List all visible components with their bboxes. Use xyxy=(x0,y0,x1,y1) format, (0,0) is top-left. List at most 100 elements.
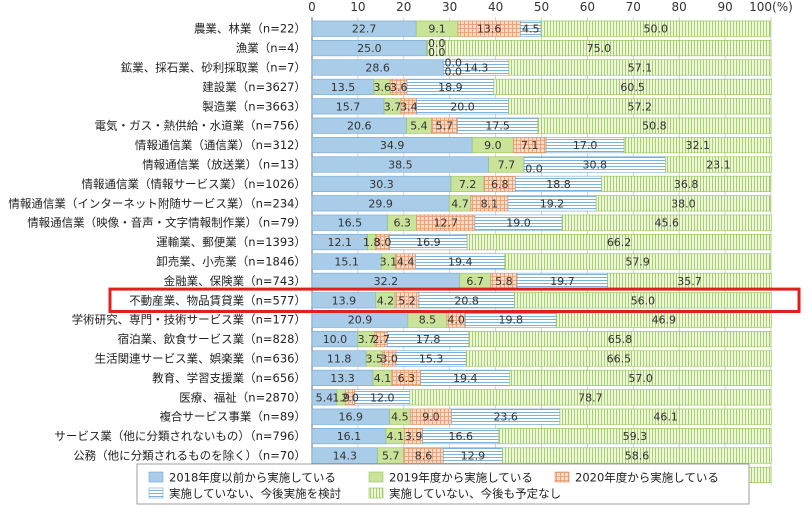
value-label: 3.7 xyxy=(384,100,402,113)
value-label: 19.0 xyxy=(506,217,531,230)
x-axis: 0 10 20 30 40 50 60 70 80 90 100(%) xyxy=(308,0,793,485)
bar-segment xyxy=(498,428,772,445)
value-label: 4.4 xyxy=(397,256,415,269)
value-label: 12.0 xyxy=(370,391,395,404)
value-label: 78.7 xyxy=(578,391,603,404)
bar-segment xyxy=(493,78,772,95)
value-label: 3.6 xyxy=(373,81,391,94)
bar-segment xyxy=(561,214,772,231)
value-label: 0.0 xyxy=(428,46,446,59)
value-label: 10.0 xyxy=(323,333,348,346)
value-label: 66.2 xyxy=(607,236,632,249)
bar-segment xyxy=(504,253,771,270)
value-label: 16.5 xyxy=(338,217,363,230)
bar-segment xyxy=(509,369,772,386)
x-tick-label: 60 xyxy=(580,0,595,14)
bar-segment xyxy=(508,59,772,76)
value-label: 3.4 xyxy=(400,100,418,113)
value-label: 9.0 xyxy=(422,411,440,424)
legend-swatch xyxy=(554,471,570,483)
value-label: 6.3 xyxy=(393,217,411,230)
value-label: 3.0 xyxy=(374,236,392,249)
value-label: 57.0 xyxy=(628,372,653,385)
value-label: 19.8 xyxy=(498,314,523,327)
value-label: 30.3 xyxy=(369,178,394,191)
value-label: 15.1 xyxy=(334,256,359,269)
legend-swatch xyxy=(148,471,164,483)
value-label: 15.7 xyxy=(336,100,361,113)
legend-label: 実施していない、今後も予定なし xyxy=(389,487,561,501)
value-label: 16.9 xyxy=(339,411,364,424)
legend-label: 2018年度以前から実施している xyxy=(169,471,336,485)
category-label: 複合サービス事業（n=89） xyxy=(159,410,306,424)
value-label: 38.5 xyxy=(388,159,413,172)
value-label: 45.6 xyxy=(655,217,680,230)
category-label: 情報通信業（情報サービス業）（n=1026） xyxy=(82,177,306,191)
value-label: 14.3 xyxy=(333,450,358,463)
value-label: 7.7 xyxy=(498,159,516,172)
x-tick-label: 30 xyxy=(442,0,457,14)
value-label: 34.9 xyxy=(380,139,405,152)
value-label: 46.9 xyxy=(652,314,677,327)
value-label: 50.8 xyxy=(642,120,667,133)
value-label: 5.7 xyxy=(382,450,400,463)
value-label: 66.5 xyxy=(607,353,632,366)
value-label: 6.7 xyxy=(466,275,484,288)
category-label: 学術研究、専門・技術サービス業（n=177） xyxy=(72,313,306,327)
value-label: 13.6 xyxy=(477,23,502,36)
legend-swatch xyxy=(148,487,164,499)
category-label: 製造業（n=3663） xyxy=(202,99,306,113)
legend-label: 実施していない、今後実施を検討 xyxy=(169,487,341,501)
value-label: 20.8 xyxy=(454,294,479,307)
category-labels: 農業、林業（n=22） 漁業（n=4） 鉱業、採石業、砂利採取業（n=7） 建設業（n… xyxy=(8,22,306,482)
value-label: 56.0 xyxy=(631,294,656,307)
category-label: 教育、学習支援業（n=656） xyxy=(152,371,306,385)
x-tick-label: 10 xyxy=(350,0,365,14)
bar-segment xyxy=(623,137,772,154)
x-tick-label: 80 xyxy=(672,0,687,14)
bar-segment xyxy=(465,350,772,367)
value-label: 15.3 xyxy=(419,353,444,366)
legend-label: 2019年度から実施している xyxy=(389,471,533,485)
bar-segment xyxy=(601,175,771,192)
value-label: 19.4 xyxy=(448,256,473,269)
value-label: 3.9 xyxy=(405,430,423,443)
category-label: 生活関連サービス業、娯楽業（n=636） xyxy=(95,352,306,366)
value-label: 13.3 xyxy=(330,372,355,385)
value-label: 58.6 xyxy=(625,450,650,463)
value-label: 3.6 xyxy=(390,81,408,94)
value-label: 2.7 xyxy=(372,333,390,346)
bar-segment xyxy=(559,408,772,425)
value-label: 19.4 xyxy=(453,372,478,385)
value-label: 19.7 xyxy=(550,275,575,288)
value-label: 6.8 xyxy=(491,178,509,191)
value-label: 4.0 xyxy=(447,314,465,327)
value-label: 6.3 xyxy=(398,372,416,385)
category-label: 情報通信業（インターネット附随サービス業）（n=234） xyxy=(8,196,306,210)
value-label: 28.6 xyxy=(365,62,390,75)
value-label: 12.9 xyxy=(461,450,486,463)
category-label: 情報通信業（通信業）（n=312） xyxy=(135,138,306,152)
x-tick-label: 20 xyxy=(396,0,411,14)
value-label: 29.9 xyxy=(368,197,393,210)
bar-segment xyxy=(502,447,772,464)
value-label: 19.2 xyxy=(540,197,565,210)
x-tick-label: 0 xyxy=(308,0,316,14)
bar-segment xyxy=(426,40,772,57)
value-label: 5.2 xyxy=(398,294,416,307)
category-label: 建設業（n=3627） xyxy=(202,80,306,94)
category-label: 医療、福祉（n=2870） xyxy=(179,390,306,404)
highlight xyxy=(108,287,801,314)
value-label: 35.7 xyxy=(677,275,702,288)
value-label: 57.1 xyxy=(628,62,653,75)
legend-box xyxy=(136,463,750,505)
value-label: 7.1 xyxy=(521,139,539,152)
bar-segment xyxy=(665,156,772,173)
legend: 2018年度以前から実施している 2019年度から実施している 2020年度から実施… xyxy=(136,463,750,505)
value-label: 30.8 xyxy=(582,159,607,172)
value-label: 0.0 xyxy=(525,163,543,176)
value-label: 18.9 xyxy=(438,81,463,94)
value-label: 75.0 xyxy=(587,42,612,55)
category-label: 漁業（n=4） xyxy=(236,41,306,55)
value-label: 13.9 xyxy=(332,294,357,307)
